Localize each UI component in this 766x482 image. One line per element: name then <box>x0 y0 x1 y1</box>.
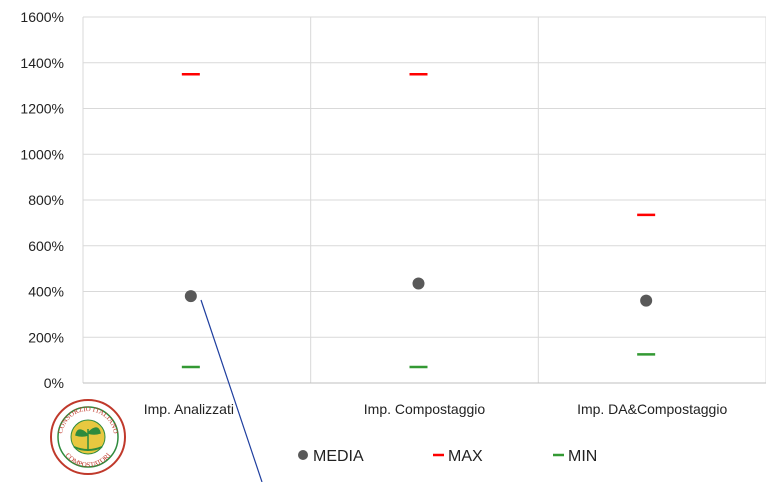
y-tick-label: 200% <box>28 329 64 345</box>
legend: MEDIA MAX MIN <box>298 448 597 465</box>
y-tick-label: 1200% <box>20 101 64 117</box>
x-category-label: Imp. DA&Compostaggio <box>577 401 727 417</box>
point-media <box>184 290 197 303</box>
y-tick-label: 400% <box>28 284 64 300</box>
plot-area <box>82 16 766 384</box>
x-axis: Imp. Analizzati Imp. Compostaggio Imp. DA&… <box>144 401 728 417</box>
chart-marks <box>181 72 656 369</box>
y-tick-label: 1400% <box>20 55 64 71</box>
legend-label-media: MEDIA <box>313 448 364 465</box>
x-category-label: Imp. Analizzati <box>144 401 234 417</box>
y-tick-label: 800% <box>28 192 64 208</box>
y-tick-label: 1600% <box>20 9 64 25</box>
y-tick-label: 600% <box>28 238 64 254</box>
x-category-label: Imp. Compostaggio <box>364 401 486 417</box>
point-media <box>640 294 653 307</box>
y-tick-label: 0% <box>44 375 64 391</box>
legend-label-min: MIN <box>568 448 597 465</box>
annotation-line <box>200 299 263 482</box>
point-media <box>412 277 425 290</box>
consortium-logo: CONSORZIO ITALIANO COMPOSTATORI <box>50 399 126 475</box>
y-axis: 0% 200% 400% 600% 800% 1000% 1200% 1400% 1600% <box>20 9 64 391</box>
legend-marker-media <box>298 450 308 460</box>
legend-label-max: MAX <box>448 448 483 465</box>
y-tick-label: 1000% <box>20 146 64 162</box>
